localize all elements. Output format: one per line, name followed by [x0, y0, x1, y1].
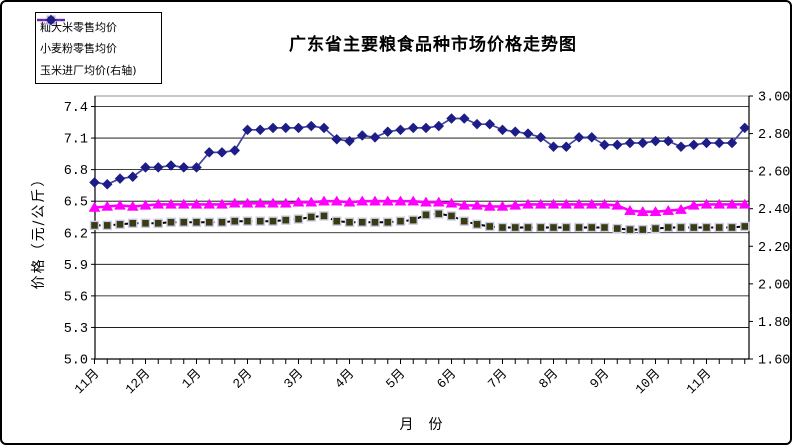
- x-axis-ticks: [94, 359, 746, 364]
- left-tick-label: 6.5: [64, 196, 88, 211]
- chart-title: 广东省主要粮食品种市场价格走势图: [289, 35, 577, 55]
- month-label: 4月: [332, 366, 357, 391]
- month-label: 6月: [434, 366, 459, 391]
- left-tick-label: 7.1: [64, 133, 88, 148]
- right-tick-label: 1.60: [758, 354, 790, 369]
- month-label: 11月: [71, 366, 102, 397]
- legend-label-wheat: 小麦粉零售均价: [40, 42, 117, 55]
- legend-label-corn: 玉米进厂均价(右轴): [40, 63, 137, 77]
- rice-series: [88, 195, 751, 216]
- right-tick-label: 2.00: [758, 278, 790, 293]
- right-tick-label: 1.80: [758, 316, 790, 331]
- x-axis-title: 月 份: [399, 417, 445, 433]
- month-label: 12月: [122, 366, 153, 397]
- left-tick-label: 5.6: [64, 290, 88, 305]
- right-tick-label: 2.20: [758, 241, 790, 256]
- right-tick-label: 2.40: [758, 203, 790, 218]
- legend-label-rice: 籼大米零售均价: [40, 20, 117, 34]
- right-tick-label: 2.60: [758, 166, 790, 181]
- month-label: 11月: [683, 366, 714, 397]
- month-label: 3月: [281, 366, 306, 391]
- month-label: 7月: [485, 366, 510, 391]
- legend-item-wheat: 小麦粉零售均价: [37, 15, 161, 58]
- month-label: 9月: [587, 366, 612, 391]
- month-label: 1月: [179, 366, 204, 391]
- right-tick-label: 3.00: [758, 91, 790, 106]
- right-tick-label: 2.80: [758, 128, 790, 143]
- legend-item-corn: 玉米进厂均价(右轴): [37, 14, 161, 80]
- month-label: 5月: [383, 366, 408, 391]
- left-axis-ticks: 5.0 5.3 5.6 5.9 6.2 6.5 6.8 7.1 7.4: [64, 101, 95, 369]
- left-tick-label: 5.0: [64, 354, 88, 369]
- corn-series: [89, 113, 751, 190]
- right-axis-ticks: 1.60 1.80 2.00 2.20 2.40 2.60 2.80 3.00: [749, 91, 790, 369]
- month-label: 2月: [230, 366, 255, 391]
- left-tick-label: 6.8: [64, 164, 88, 179]
- wheat-series: [89, 209, 750, 235]
- legend: 籼大米零售均价 小麦粉零售均价 玉米进厂均价(右轴): [35, 12, 162, 84]
- left-tick-label: 7.4: [64, 101, 88, 116]
- gridlines: [95, 106, 749, 328]
- left-tick-label: 5.9: [64, 259, 88, 274]
- left-tick-label: 6.2: [64, 227, 88, 242]
- left-tick-label: 5.3: [64, 322, 88, 337]
- corn-line-sample-icon: [37, 14, 65, 26]
- month-label: 8月: [536, 366, 561, 391]
- month-label: 10月: [632, 366, 663, 397]
- month-labels: 11月 12月 1月 2月 3月 4月 5月 6月 7月 8月 9月 10月 11月: [71, 366, 714, 397]
